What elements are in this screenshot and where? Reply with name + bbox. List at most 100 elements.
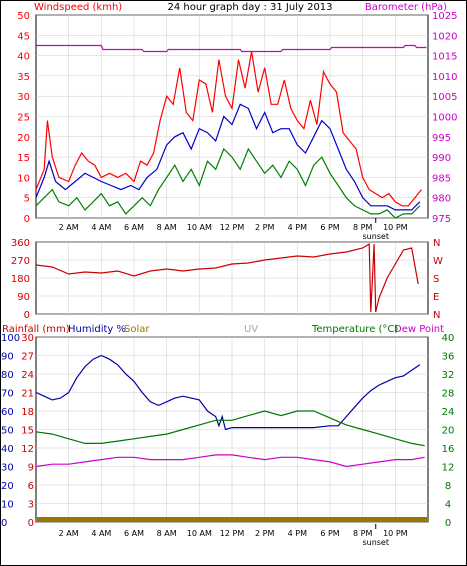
temperature-tick: 28 bbox=[442, 389, 455, 400]
temperature-tick: 32 bbox=[442, 370, 455, 381]
x-tick-label: 2 PM bbox=[255, 223, 274, 232]
series-pressure bbox=[36, 44, 427, 53]
x-tick-label: 4 AM bbox=[91, 529, 111, 538]
legend-rainfall: Rainfall (mm) bbox=[2, 324, 70, 335]
windspeed-axis-label: Windspeed (kmh) bbox=[34, 2, 122, 13]
humidity-tick: 0 bbox=[1, 518, 7, 529]
windspeed-tick: 10 bbox=[17, 173, 30, 184]
x-tick-label: 8 PM bbox=[353, 529, 372, 538]
humidity-tick: 10 bbox=[1, 500, 14, 511]
rainfall-tick: 12 bbox=[21, 444, 34, 455]
x-tick-label: 10 AM bbox=[187, 529, 212, 538]
sunset-label: sunset bbox=[362, 538, 389, 547]
temperature-tick: 24 bbox=[442, 407, 455, 418]
series-direction bbox=[35, 242, 419, 313]
rainfall-tick: 27 bbox=[21, 352, 34, 363]
humidity-tick: 20 bbox=[1, 481, 14, 492]
windspeed-tick: 45 bbox=[17, 31, 30, 42]
temperature-tick: 12 bbox=[442, 463, 455, 474]
rainfall-tick: 6 bbox=[28, 481, 34, 492]
compass-tick: S bbox=[433, 274, 439, 285]
rainfall-tick: 9 bbox=[28, 463, 34, 474]
x-tick-label: 6 AM bbox=[124, 223, 144, 232]
humidity-tick: 60 bbox=[1, 407, 14, 418]
humidity-tick: 40 bbox=[1, 444, 14, 455]
direction-tick: 90 bbox=[17, 292, 30, 303]
rainfall-tick: 0 bbox=[28, 518, 34, 529]
temperature-tick: 20 bbox=[442, 426, 455, 437]
rainfall-tick: 30 bbox=[21, 333, 34, 344]
rainfall-tick: 18 bbox=[21, 407, 34, 418]
x-tick-label: 10 PM bbox=[383, 223, 408, 232]
compass-tick: E bbox=[433, 292, 439, 303]
windspeed-tick: 20 bbox=[17, 133, 30, 144]
barometer-tick: 985 bbox=[432, 173, 451, 184]
windspeed-tick: 0 bbox=[24, 214, 30, 225]
windspeed-tick: 25 bbox=[17, 113, 30, 124]
barometer-tick: 1005 bbox=[432, 92, 457, 103]
rainfall-tick: 15 bbox=[21, 426, 34, 437]
temperature-tick: 4 bbox=[445, 500, 451, 511]
x-tick-label: 8 AM bbox=[157, 529, 177, 538]
rainfall-tick: 3 bbox=[28, 500, 34, 511]
x-tick-label: 8 PM bbox=[353, 223, 372, 232]
x-tick-label: 2 AM bbox=[59, 223, 79, 232]
windspeed-tick: 5 bbox=[24, 194, 30, 205]
x-tick-label: 12 PM bbox=[220, 529, 245, 538]
x-tick-label: 4 PM bbox=[288, 223, 307, 232]
humidity-tick: 70 bbox=[1, 389, 14, 400]
barometer-tick: 995 bbox=[432, 133, 451, 144]
temperature-tick: 40 bbox=[442, 333, 455, 344]
barometer-tick: 975 bbox=[432, 214, 451, 225]
x-tick-label: 2 PM bbox=[255, 529, 274, 538]
x-tick-label: 2 AM bbox=[59, 529, 79, 538]
rainfall-tick: 24 bbox=[21, 370, 34, 381]
sunset-label: sunset bbox=[362, 232, 389, 241]
direction-tick: 0 bbox=[24, 310, 30, 321]
legend-solar: Solar bbox=[124, 324, 150, 335]
x-tick-label: 10 AM bbox=[187, 223, 212, 232]
barometer-tick: 1025 bbox=[432, 11, 457, 22]
x-tick-label: 4 PM bbox=[288, 529, 307, 538]
temperature-tick: 8 bbox=[445, 481, 451, 492]
legend-humidity: Humidity % bbox=[68, 324, 126, 335]
x-tick-label: 6 PM bbox=[320, 529, 339, 538]
humidity-tick: 30 bbox=[1, 463, 14, 474]
barometer-tick: 1010 bbox=[432, 72, 457, 83]
x-tick-label: 8 AM bbox=[157, 223, 177, 232]
windspeed-tick: 50 bbox=[17, 11, 30, 22]
x-tick-label: 12 PM bbox=[220, 223, 245, 232]
compass-tick: W bbox=[433, 256, 443, 267]
direction-tick: 360 bbox=[11, 238, 30, 249]
humidity-tick: 90 bbox=[1, 352, 14, 363]
barometer-tick: 990 bbox=[432, 153, 451, 164]
direction-tick: 180 bbox=[11, 274, 30, 285]
barometer-axis-label: Barometer (hPa) bbox=[365, 2, 447, 13]
chart-title: 24 hour graph day : 31 July 2013 bbox=[167, 2, 332, 13]
barometer-tick: 1020 bbox=[432, 31, 457, 42]
legend-temperature: Temperature (°C) bbox=[311, 324, 398, 335]
windspeed-tick: 15 bbox=[17, 153, 30, 164]
legend-dewpoint: Dew Point bbox=[394, 324, 444, 335]
windspeed-tick: 35 bbox=[17, 72, 30, 83]
windspeed-tick: 40 bbox=[17, 52, 30, 63]
x-tick-label: 10 PM bbox=[383, 529, 408, 538]
humidity-tick: 100 bbox=[1, 333, 20, 344]
temperature-humidity-panel: 0102030405060708090100036912151821242730… bbox=[1, 333, 454, 547]
temperature-tick: 0 bbox=[445, 518, 451, 529]
compass-tick: N bbox=[433, 238, 440, 249]
series-gust bbox=[35, 51, 422, 207]
humidity-tick: 80 bbox=[1, 370, 14, 381]
wind-barometer-panel: 0510152025303540455097598098599099510001… bbox=[17, 11, 457, 241]
x-tick-label: 6 PM bbox=[320, 223, 339, 232]
series-dew-point bbox=[35, 454, 425, 468]
humidity-tick: 50 bbox=[1, 426, 14, 437]
barometer-tick: 980 bbox=[432, 194, 451, 205]
x-tick-label: 6 AM bbox=[124, 529, 144, 538]
windspeed-tick: 30 bbox=[17, 92, 30, 103]
legend-uv: UV bbox=[244, 324, 258, 335]
series-humidity bbox=[35, 354, 421, 431]
compass-tick: N bbox=[433, 310, 440, 321]
series-avg bbox=[35, 103, 421, 211]
